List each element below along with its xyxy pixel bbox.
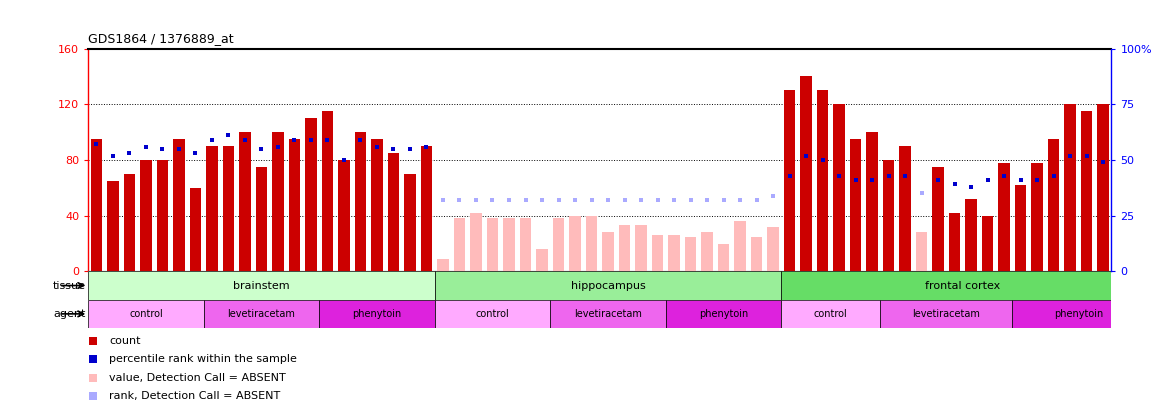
Bar: [189, 188, 201, 271]
Bar: [800, 77, 811, 271]
Text: GDS1864 / 1376889_at: GDS1864 / 1376889_at: [88, 32, 234, 45]
Bar: [1015, 185, 1027, 271]
Bar: [123, 174, 135, 271]
Bar: [684, 237, 696, 271]
Bar: [867, 132, 877, 271]
Bar: [239, 132, 250, 271]
Bar: [783, 90, 795, 271]
Bar: [272, 132, 283, 271]
Bar: [553, 218, 564, 271]
Bar: [140, 160, 152, 271]
Bar: [834, 104, 844, 271]
Text: agent: agent: [53, 309, 86, 319]
Bar: [550, 300, 666, 328]
Bar: [306, 118, 316, 271]
Bar: [222, 146, 234, 271]
Text: phenytoin: phenytoin: [353, 309, 402, 319]
Bar: [355, 132, 366, 271]
Bar: [850, 139, 861, 271]
Bar: [668, 235, 680, 271]
Bar: [206, 146, 218, 271]
Bar: [750, 237, 762, 271]
Bar: [666, 300, 781, 328]
Bar: [569, 215, 581, 271]
Bar: [435, 271, 781, 300]
Bar: [1031, 163, 1043, 271]
Bar: [470, 213, 482, 271]
Text: count: count: [109, 336, 141, 346]
Bar: [437, 259, 449, 271]
Bar: [255, 167, 267, 271]
Bar: [781, 300, 881, 328]
Bar: [734, 221, 746, 271]
Bar: [883, 160, 894, 271]
Bar: [1013, 300, 1144, 328]
Bar: [203, 300, 319, 328]
Text: control: control: [814, 309, 848, 319]
Bar: [933, 167, 944, 271]
Bar: [900, 146, 911, 271]
Bar: [635, 226, 647, 271]
Bar: [619, 226, 630, 271]
Bar: [319, 300, 435, 328]
Bar: [767, 227, 779, 271]
Bar: [781, 271, 1144, 300]
Bar: [388, 153, 400, 271]
Bar: [965, 199, 977, 271]
Bar: [586, 215, 597, 271]
Bar: [421, 146, 433, 271]
Bar: [107, 181, 119, 271]
Text: hippocampus: hippocampus: [570, 281, 646, 290]
Bar: [1064, 104, 1076, 271]
Text: percentile rank within the sample: percentile rank within the sample: [109, 354, 298, 364]
Bar: [372, 139, 382, 271]
Bar: [454, 218, 466, 271]
Text: rank, Detection Call = ABSENT: rank, Detection Call = ABSENT: [109, 391, 281, 401]
Bar: [982, 215, 994, 271]
Bar: [652, 235, 663, 271]
Bar: [88, 271, 435, 300]
Bar: [817, 90, 828, 271]
Text: brainstem: brainstem: [233, 281, 289, 290]
Bar: [602, 232, 614, 271]
Bar: [881, 300, 1013, 328]
Bar: [536, 249, 548, 271]
Bar: [88, 300, 203, 328]
Text: frontal cortex: frontal cortex: [926, 281, 1001, 290]
Text: tissue: tissue: [53, 281, 86, 290]
Text: phenytoin: phenytoin: [1054, 309, 1103, 319]
Bar: [520, 218, 532, 271]
Text: control: control: [475, 309, 509, 319]
Bar: [435, 300, 550, 328]
Bar: [487, 218, 499, 271]
Text: levetiracetam: levetiracetam: [913, 309, 981, 319]
Bar: [1048, 139, 1060, 271]
Text: levetiracetam: levetiracetam: [574, 309, 642, 319]
Bar: [1097, 104, 1109, 271]
Bar: [503, 218, 515, 271]
Bar: [405, 174, 416, 271]
Text: control: control: [129, 309, 162, 319]
Bar: [91, 139, 102, 271]
Text: value, Detection Call = ABSENT: value, Detection Call = ABSENT: [109, 373, 286, 383]
Bar: [339, 160, 349, 271]
Bar: [998, 163, 1010, 271]
Bar: [322, 111, 333, 271]
Bar: [701, 232, 713, 271]
Bar: [156, 160, 168, 271]
Bar: [717, 243, 729, 271]
Bar: [288, 139, 300, 271]
Text: phenytoin: phenytoin: [699, 309, 748, 319]
Bar: [916, 232, 928, 271]
Bar: [949, 213, 961, 271]
Text: levetiracetam: levetiracetam: [227, 309, 295, 319]
Bar: [173, 139, 185, 271]
Bar: [1081, 111, 1093, 271]
